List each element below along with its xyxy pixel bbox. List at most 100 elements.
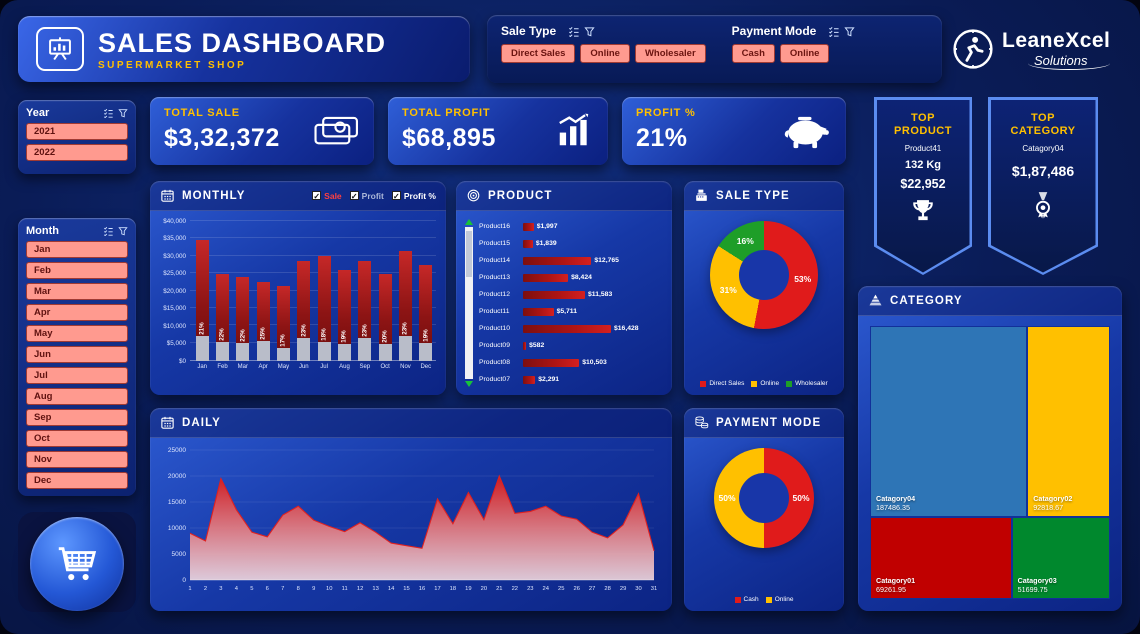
filter-options-0: Direct Sales Online Wholesaler (501, 44, 706, 63)
scrollbar-thumb[interactable] (466, 231, 472, 277)
product-name-label: Product15 (479, 240, 510, 247)
svg-text:26: 26 (573, 586, 579, 592)
filter-option-wholesaler[interactable]: Wholesaler (634, 44, 706, 63)
year-option-2022[interactable]: 2022 (26, 144, 128, 161)
monthly-ytick: $10,000 (163, 322, 186, 330)
filter-option-cash[interactable]: Cash (731, 44, 775, 63)
clear-filter-icon[interactable] (584, 26, 595, 37)
donut-percent-label: 53% (794, 273, 812, 284)
monthly-bar-group: 19% Aug (334, 221, 354, 373)
multi-select-icon[interactable] (103, 226, 114, 236)
month-option-feb[interactable]: Feb (26, 262, 128, 279)
profit-bar (195, 335, 209, 361)
filter-card: Sale Type Direct Sales Online Wholesaler P… (487, 15, 942, 83)
month-option-mar[interactable]: Mar (26, 283, 128, 300)
month-axis-label: Aug (339, 364, 350, 370)
multi-select-icon[interactable] (103, 108, 114, 118)
kpi-value: 21% (636, 124, 688, 152)
month-slicer-label: Month (26, 225, 59, 237)
multi-select-icon[interactable] (568, 26, 580, 37)
month-option-dec[interactable]: Dec (26, 472, 128, 489)
scroll-up-icon[interactable] (465, 219, 473, 225)
product-name-label: Product16 (479, 223, 510, 230)
svg-text:5000: 5000 (172, 551, 187, 558)
product-value-label: $5,711 (556, 308, 577, 315)
category-panel-title: CATEGORY (890, 294, 963, 307)
month-option-sep[interactable]: Sep (26, 409, 128, 426)
clear-filter-icon[interactable] (118, 108, 128, 118)
monthly-chart: $0 $5,000 $10,000 $15,000 $20,000 $25,000 $30,… (150, 211, 446, 395)
svg-text:7: 7 (281, 586, 284, 592)
brand-name: LeaneXcel (1002, 28, 1111, 52)
filter-option-online[interactable]: Online (779, 44, 830, 63)
month-axis-label: May (277, 364, 290, 370)
badge-title: TOP CATEGORY (1010, 111, 1076, 137)
product-scrollbar[interactable] (464, 219, 474, 387)
bar-stack: 17% (276, 221, 290, 361)
sale-type-filter-label: Sale Type (501, 24, 557, 38)
profit-bar (236, 342, 250, 361)
svg-text:25000: 25000 (168, 447, 186, 454)
legend-swatch (765, 596, 772, 603)
month-option-may[interactable]: May (26, 325, 128, 342)
scrollbar-track[interactable] (465, 227, 473, 379)
product-bar (523, 222, 534, 231)
treemap-cell-label: Catagory01 69261.95 (876, 576, 915, 594)
month-option-jun[interactable]: Jun (26, 346, 128, 363)
product-value-label: $1,839 (535, 240, 557, 247)
top-product-badge: TOP PRODUCT Product41 132 Kg $22,952 (874, 97, 972, 275)
bar-stack: 21% (195, 221, 209, 361)
svg-text:21: 21 (496, 586, 502, 592)
filter-option-direct-sales[interactable]: Direct Sales (501, 44, 576, 63)
filter-option-online[interactable]: Online (580, 44, 630, 63)
year-slicer-label: Year (26, 107, 50, 119)
product-value-label: $10,503 (582, 359, 607, 366)
multi-select-icon[interactable] (828, 26, 840, 37)
month-option-aug[interactable]: Aug (26, 388, 128, 405)
month-option-jan[interactable]: Jan (26, 241, 128, 258)
legend-checkbox-profit[interactable]: ✓ Profit (349, 191, 384, 201)
monthly-legend: ✓ Sale ✓ Profit ✓ Profit % (312, 191, 436, 201)
gridline (190, 272, 436, 274)
svg-text:23: 23 (527, 586, 533, 592)
svg-text:13: 13 (372, 586, 378, 592)
month-option-oct[interactable]: Oct (26, 430, 128, 447)
sale-bar (358, 261, 372, 361)
treemap-cell-name: Catagory03 (1017, 575, 1057, 585)
month-option-nov[interactable]: Nov (26, 451, 128, 468)
bar-stack: 18% (317, 221, 331, 361)
product-name-label: Product11 (479, 308, 510, 315)
legend-checkbox-profit-pct[interactable]: ✓ Profit % (391, 190, 436, 201)
month-option-jul[interactable]: Jul (26, 367, 128, 384)
category-treemap: Catagory04 187486.35 Catagory02 92818.67 Cat… (870, 326, 1110, 599)
donut-percent-label: 31% (719, 285, 737, 296)
treemap-cell-label: Catagory02 92818.67 (1033, 494, 1072, 512)
bar-stack: 23% (398, 221, 412, 361)
clear-filter-icon[interactable] (844, 26, 855, 37)
profit-pct-label: 23% (361, 324, 369, 337)
product-value-label: $1,997 (536, 223, 558, 230)
month-axis-label: Sep (359, 364, 371, 370)
product-value-label: $582 (529, 342, 545, 349)
payment-mode-filter: Payment Mode Cash Online (731, 24, 856, 74)
year-slicer: Year 2021 2022 (18, 100, 136, 174)
scroll-down-icon[interactable] (465, 381, 473, 387)
svg-text:16: 16 (419, 586, 425, 592)
legend-item: Direct Sales (700, 380, 744, 387)
product-name-label: Product14 (479, 257, 510, 264)
clear-filter-icon[interactable] (118, 226, 128, 236)
year-option-2021[interactable]: 2021 (26, 123, 128, 140)
legend-checkbox-sale[interactable]: ✓ Sale (312, 191, 342, 201)
sale-type-filter: Sale Type Direct Sales Online Wholesaler (501, 24, 706, 74)
monthly-grid (190, 220, 436, 361)
shopping-cart-button[interactable] (30, 517, 124, 611)
monthly-ytick: $25,000 (163, 270, 186, 277)
product-row: Product15 $1,839 (479, 236, 662, 251)
legend-label: Profit % (403, 190, 436, 201)
svg-text:14: 14 (388, 586, 395, 592)
product-value-label: $8,424 (571, 274, 592, 281)
top-category-name: Catagory04 (1022, 143, 1064, 153)
profit-pct-label: 21% (198, 321, 206, 335)
month-option-apr[interactable]: Apr (26, 304, 128, 321)
trophy-icon (910, 198, 936, 224)
